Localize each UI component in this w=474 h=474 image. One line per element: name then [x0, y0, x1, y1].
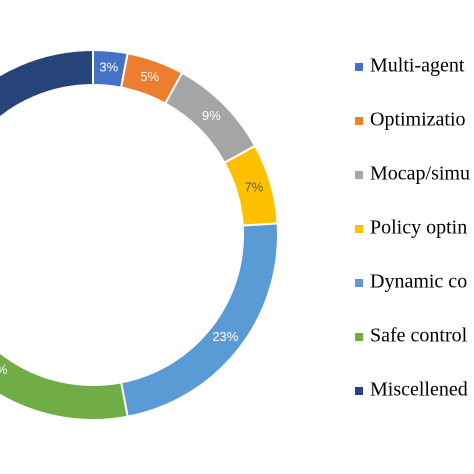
legend-label: Policy optin	[370, 217, 467, 239]
legend-label: Miscellened	[370, 379, 468, 401]
legend-swatch	[355, 225, 363, 233]
data-label: 23%	[212, 329, 238, 344]
legend-swatch	[355, 333, 363, 341]
legend-label: Dynamic co	[370, 271, 467, 293]
data-label: 7%	[244, 180, 263, 195]
legend-label: Safe control	[370, 325, 468, 347]
legend-label: Multi-agent	[370, 55, 465, 77]
slice	[0, 351, 129, 421]
slice	[119, 222, 279, 418]
data-label: 26%	[0, 362, 8, 377]
legend-label: Optimizatio	[370, 109, 466, 131]
legend-swatch	[355, 117, 363, 125]
legend-swatch	[355, 63, 363, 71]
legend-label: Mocap/simu	[370, 163, 470, 185]
data-label: 9%	[202, 108, 221, 123]
legend-swatch	[355, 171, 363, 179]
data-label: 3%	[99, 60, 118, 75]
legend-swatch	[355, 279, 363, 287]
data-label: 5%	[140, 69, 159, 84]
legend-swatch	[355, 387, 363, 395]
slice	[0, 48, 94, 119]
